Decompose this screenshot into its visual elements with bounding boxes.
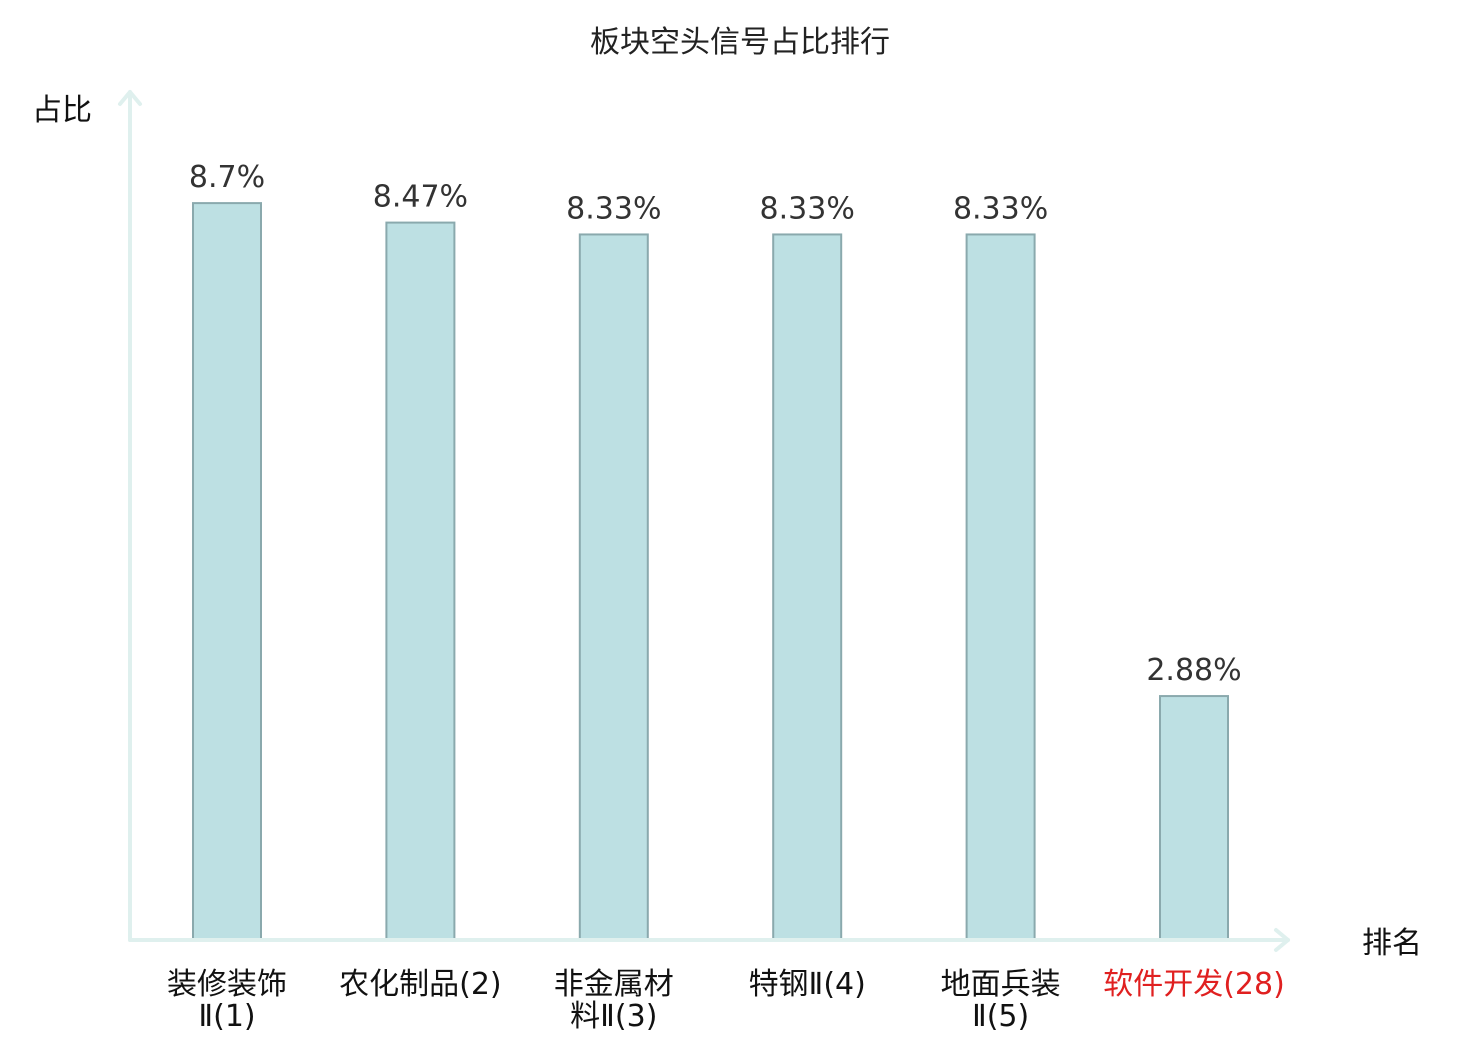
bar-value-label: 8.33% (566, 191, 661, 226)
category-label-line: Ⅱ(1) (198, 999, 255, 1034)
bar-value-label: 2.88% (1146, 653, 1241, 688)
category-label: 地面兵装 Ⅱ(5) (941, 967, 1061, 1034)
bar (772, 233, 843, 942)
bar-value-label: 8.47% (373, 180, 468, 215)
category-label: 软件开发(28) (1103, 967, 1285, 1002)
category-label: 农化制品(2) (339, 967, 502, 1002)
category-label-line: 装修装饰 (167, 967, 287, 1002)
category-label-line: 非金属材 (554, 967, 674, 1002)
bar (1159, 695, 1229, 942)
category-label: 非金属材料Ⅱ(3) (554, 967, 674, 1034)
bar (965, 233, 1036, 942)
category-label-line: 料Ⅱ(3) (570, 999, 657, 1034)
bar (192, 202, 262, 942)
y-axis-arrow-icon (118, 90, 142, 106)
value-labels-group: 8.7% 8.47% 8.33% 8.33% 8.33% 2.88% (189, 160, 1242, 688)
chart-title: 板块空头信号占比排行 (590, 25, 890, 60)
category-label-line: 农化制品(2) (339, 967, 502, 1002)
x-axis-title: 排名 (1362, 926, 1422, 961)
category-label: 特钢Ⅱ(4) (749, 967, 866, 1002)
bars-group (192, 202, 1229, 942)
category-label-line: 地面兵装 (941, 967, 1061, 1002)
y-axis (118, 90, 142, 942)
category-label: 装修装饰 Ⅱ(1) (167, 967, 287, 1034)
bar-value-label: 8.33% (760, 191, 855, 226)
bar-value-label: 8.33% (953, 191, 1048, 226)
bar (578, 233, 649, 942)
x-axis (128, 928, 1290, 952)
bar-value-label: 8.7% (189, 160, 265, 195)
category-label-line: Ⅱ(5) (972, 999, 1029, 1034)
x-axis-arrow-icon (1274, 928, 1290, 952)
category-label-line: 软件开发(28) (1103, 967, 1285, 1002)
bar (385, 221, 456, 941)
category-labels-group: 装修装饰 Ⅱ(1) 农化制品(2) 非金属材料Ⅱ(3) 特钢Ⅱ(4) 地面兵装 Ⅱ(5) 软件… (167, 967, 1285, 1034)
y-axis-title: 占比 (32, 93, 92, 128)
category-label-line: 特钢Ⅱ(4) (749, 967, 866, 1002)
